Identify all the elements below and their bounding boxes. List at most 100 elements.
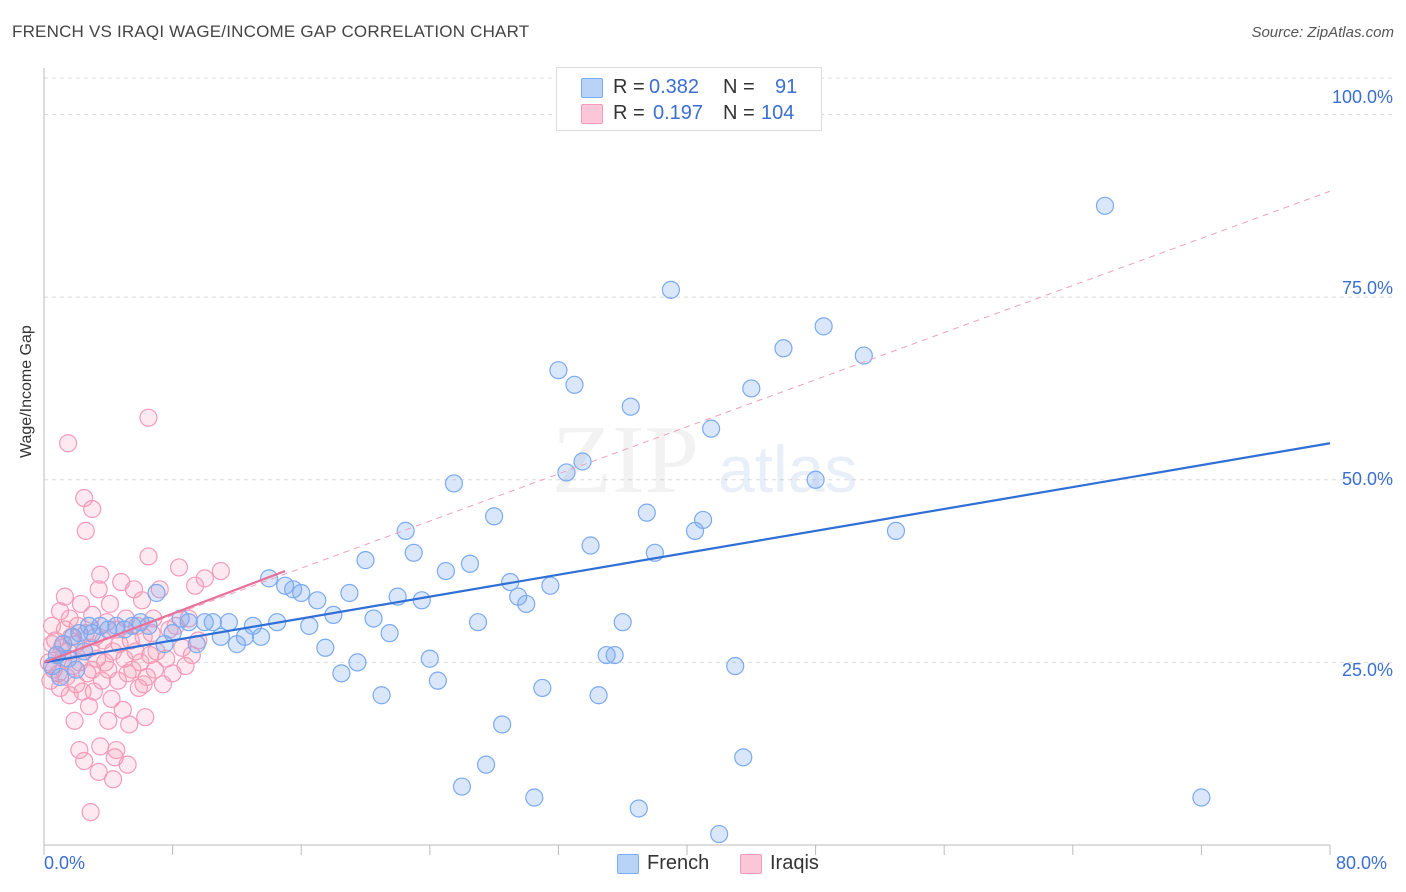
data-point-french (525, 788, 544, 807)
correlation-legend: R = 0.382 N = 91 R = 0.197 N = 104 (556, 67, 822, 131)
data-point-french (452, 777, 472, 796)
data-point-french (396, 521, 415, 540)
data-point-french (308, 591, 327, 610)
legend-r-value: 0.382 (649, 76, 700, 98)
data-point-iraqis (70, 740, 89, 760)
bottom-legend-label-french: French (647, 852, 710, 874)
data-point-french (179, 613, 198, 632)
data-point-iraqis (104, 770, 123, 789)
data-point-french (557, 463, 576, 482)
data-point-french (428, 671, 447, 690)
axes (43, 68, 1331, 855)
data-point-iraqis (81, 803, 100, 822)
data-point-iraqis (75, 751, 94, 771)
x-tick-label-max: 80.0% (1336, 853, 1388, 873)
data-point-french (485, 507, 504, 526)
legend-row-french: R = 0.382 N = 91 (581, 76, 821, 100)
legend-swatch-iraqis (581, 104, 603, 124)
data-point-iraqis (79, 697, 99, 716)
data-point-french (629, 799, 648, 818)
data-point-french (806, 470, 825, 489)
data-point-french (886, 521, 906, 540)
data-point-french (364, 609, 383, 628)
watermark: ZIP atlas (552, 406, 857, 514)
data-point-iraqis (132, 591, 152, 610)
data-point-iraqis (211, 561, 230, 581)
data-point-iraqis (118, 755, 137, 774)
data-point-iraqis (145, 660, 165, 679)
data-point-iraqis (91, 565, 110, 584)
data-point-french (573, 452, 592, 471)
data-point-iraqis (59, 434, 78, 453)
bottom-legend-swatch-iraqis (740, 854, 762, 874)
data-point-french (292, 583, 311, 603)
y-tick-label-100: 100.0% (1331, 87, 1393, 107)
data-point-iraqis (169, 558, 189, 577)
data-point-french (444, 474, 464, 493)
legend-swatch-french (581, 78, 603, 98)
data-point-french (589, 686, 608, 705)
trend-line-iraqis-extrapolated (43, 190, 1331, 663)
data-point-iraqis (57, 667, 76, 687)
x-tick-label-min: 0.0% (44, 853, 86, 873)
data-point-french (605, 645, 624, 665)
trend-lines (43, 190, 1331, 664)
data-point-french (814, 317, 833, 336)
data-point-french (693, 510, 713, 530)
data-point-iraqis (92, 671, 111, 690)
source-credit: Source: ZipAtlas.com (1251, 24, 1394, 41)
data-point-french (710, 824, 729, 844)
data-point-french (332, 664, 351, 683)
data-point-french (533, 678, 552, 698)
data-point-french (380, 624, 399, 643)
data-point-french (613, 613, 632, 632)
y-axis-title: Wage/Income Gap (18, 325, 35, 458)
data-point-iraqis (134, 675, 153, 694)
data-point-french (468, 613, 488, 632)
data-point-iraqis (55, 587, 74, 606)
data-point-french (581, 536, 600, 555)
data-point-french (316, 638, 335, 657)
legend-r-label: R = (613, 102, 645, 124)
data-point-french (549, 361, 568, 380)
data-point-french (54, 635, 73, 654)
data-point-french (203, 613, 222, 632)
data-point-french (1095, 196, 1115, 215)
data-point-french (854, 346, 873, 365)
data-point-iraqis (100, 594, 120, 614)
data-point-iraqis (139, 547, 158, 566)
bottom-legend-label-iraqis: Iraqis (770, 852, 819, 874)
data-point-french (50, 667, 70, 687)
data-point-french (163, 624, 182, 643)
legend-r-label: R = (613, 76, 645, 98)
data-point-iraqis (176, 656, 195, 676)
data-point-french (420, 649, 439, 668)
data-point-french (476, 755, 496, 774)
legend-n-value: 91 (775, 76, 798, 98)
data-point-french (460, 554, 480, 573)
data-point-french (565, 375, 584, 394)
legend-row-iraqis: R = 0.197 N = 104 (581, 102, 821, 126)
data-point-iraqis (67, 675, 86, 694)
data-point-french (493, 715, 512, 734)
data-point-iraqis (83, 499, 102, 519)
data-point-french (340, 583, 359, 603)
data-point-iraqis (71, 594, 91, 614)
data-point-french (436, 561, 455, 581)
data-point-french (70, 624, 89, 643)
data-point-iraqis (91, 737, 110, 756)
watermark-atlas: atlas (718, 432, 857, 506)
trend-line-iraqis (43, 570, 286, 664)
legend-r-value: 0.197 (653, 102, 704, 124)
y-tick-label-25: 25.0% (1341, 660, 1393, 680)
legend-n-value: 104 (761, 102, 795, 124)
data-point-iraqis (136, 708, 155, 727)
grid-lines (44, 77, 1394, 663)
data-point-iraqis (65, 711, 84, 730)
data-point-french (774, 339, 793, 358)
data-point-iraqis (50, 602, 70, 621)
data-point-iraqis (89, 580, 108, 599)
data-point-french (147, 583, 166, 603)
data-point-french (348, 653, 367, 672)
